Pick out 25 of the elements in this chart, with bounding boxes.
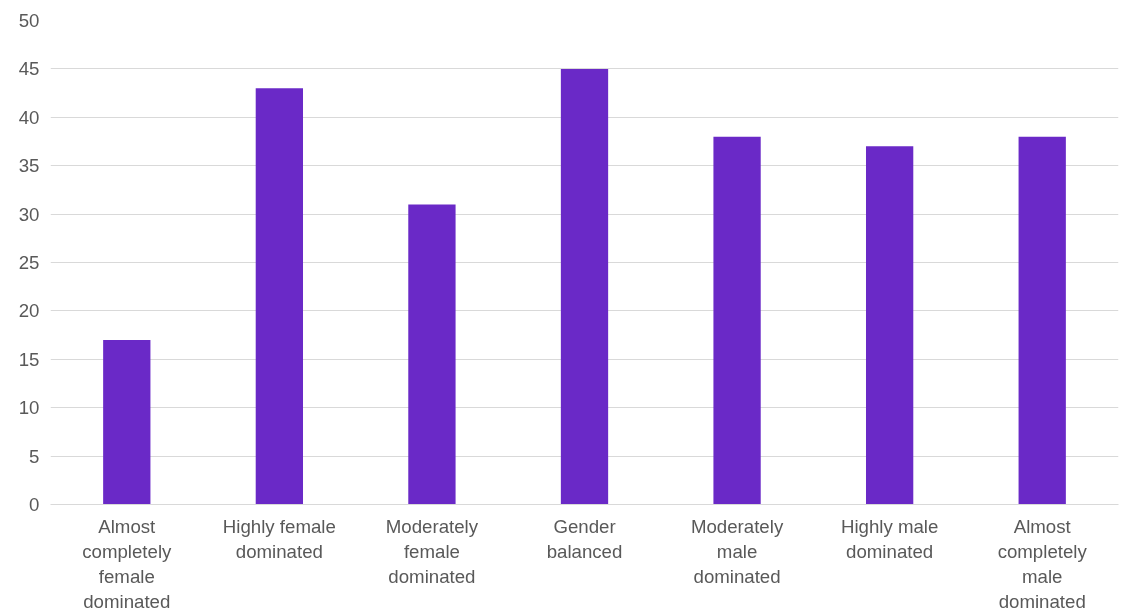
y-tick-label: 40 xyxy=(18,106,40,128)
bar xyxy=(560,68,609,505)
x-tick-label: Almost completely female dominated xyxy=(82,515,173,613)
bar xyxy=(408,204,456,505)
y-tick-label: 0 xyxy=(29,494,40,515)
bar xyxy=(1018,136,1066,505)
y-tick-label: 10 xyxy=(18,397,40,419)
x-tick-label: Almost completely male dominated xyxy=(997,515,1088,613)
x-tick-label: Gender balanced xyxy=(546,515,623,562)
bar xyxy=(255,88,304,505)
y-tick-label: 50 xyxy=(18,10,40,31)
bar xyxy=(865,146,914,505)
bar xyxy=(103,339,151,505)
bar xyxy=(713,136,761,505)
x-tick-label: Highly male dominated xyxy=(840,515,939,562)
y-tick-label: 45 xyxy=(18,58,40,80)
x-tick-label: Highly female dominated xyxy=(222,515,336,562)
y-tick-label: 15 xyxy=(18,348,40,370)
y-tick-label: 25 xyxy=(18,252,40,273)
y-tick-label: 20 xyxy=(18,300,40,322)
y-tick-label: 30 xyxy=(18,203,40,225)
y-tick-label: 35 xyxy=(18,155,40,177)
y-tick-label: 5 xyxy=(29,445,40,467)
x-tick-label: Moderately male dominated xyxy=(690,515,784,587)
x-tick-label: Moderately female dominated xyxy=(385,515,479,587)
